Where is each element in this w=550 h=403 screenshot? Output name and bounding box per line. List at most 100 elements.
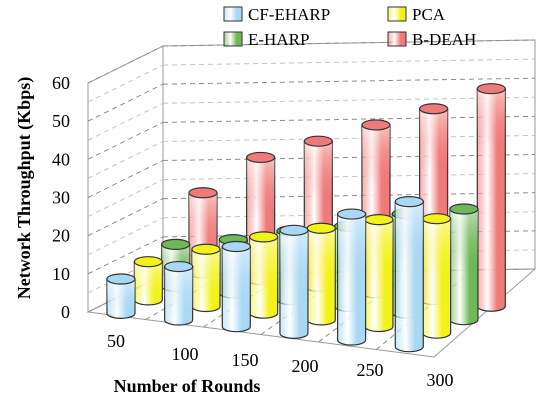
minor-gridline [87,179,164,218]
gridline [87,198,164,237]
gridline [87,45,164,84]
bar [191,243,221,313]
bar-cap [449,203,479,215]
bar-highlight [106,278,135,314]
minor-gridline [87,64,164,103]
bar-highlight [307,228,336,289]
gridline [87,236,164,275]
legend-item: CF-EHARP [223,5,330,24]
bar [279,224,309,339]
gridline [162,115,536,123]
bar-highlight [477,88,506,149]
bar [364,214,394,333]
legend-label: PCA [412,5,446,24]
bar-cap [249,231,279,243]
bar [476,83,506,312]
legend-item: PCA [387,5,446,24]
x-tick-labels: 50 100 150 200 250 300 [107,331,454,390]
minor-gridline [87,217,164,256]
bar-highlight [361,124,390,185]
bar-highlight [164,266,193,321]
y-tick-label: 50 [52,111,70,131]
gridline [162,77,536,85]
bar-cap [279,224,309,236]
bar-highlight [222,246,251,307]
bars [106,83,506,353]
gridline [162,154,536,161]
bar-cap [164,260,194,273]
bar-highlight [249,236,278,297]
bar-cap [133,256,163,268]
bar-cap [364,214,394,226]
gridline [162,39,536,47]
minor-gridline [87,102,164,141]
legend-label: E-HARP [248,30,309,49]
bar-highlight [191,249,220,307]
bar [422,213,452,339]
bar-cap [394,196,424,208]
y-tick-label: 60 [52,73,70,93]
x-tick-label: 250 [357,360,384,380]
bar [306,222,336,326]
bar-cap [306,222,336,234]
minor-gridline [162,96,536,104]
bar-highlight [449,209,478,270]
bar-highlight [337,214,366,275]
bar-cap [188,187,218,199]
bar-cap [476,83,506,95]
x-axis-title: Number of Rounds [114,376,261,396]
bar-cap [246,151,276,164]
bar-cap [337,208,367,220]
legend-swatch [387,6,407,22]
minor-gridline [162,58,536,66]
x-tick-label: 50 [107,331,125,351]
legend-swatch [387,31,407,47]
y-tick-label: 20 [52,226,70,246]
bar-highlight [364,219,393,280]
x-tick-label: 300 [427,370,454,390]
minor-gridline [162,134,536,142]
gridline [87,121,164,160]
minor-gridline [162,173,536,181]
minor-gridline [87,140,164,179]
bar-cap [361,119,391,131]
y-tick-label: 10 [52,264,70,284]
bar-highlight [246,157,275,218]
series-cf-eharp [106,196,424,353]
bar-highlight [279,230,308,291]
bar-highlight [422,218,451,279]
y-tick-labels: 0 10 20 30 40 50 60 [52,73,70,322]
bar [164,260,194,326]
gridline [87,83,164,122]
legend: CF-EHARP PCA E-HARP B-DEAH [223,5,476,49]
bar [106,273,136,319]
gridline [87,160,164,198]
legend-swatch [223,6,243,22]
series-pca [133,213,452,339]
legend-swatch [223,31,243,47]
x-tick-label: 200 [292,356,319,376]
x-tick-label: 150 [232,350,259,370]
bar [449,203,479,326]
bar-highlight [304,141,333,202]
legend-item: E-HARP [223,30,309,49]
bar-highlight [134,261,163,300]
legend-item: B-DEAH [387,30,476,49]
bar [249,231,279,319]
bar [337,208,367,346]
y-tick-label: 40 [52,149,70,169]
gridline [162,192,536,200]
x-tick-label: 100 [172,344,199,364]
y-tick-label: 30 [52,188,70,208]
y-axis-title: Network Throughput (Kbps) [14,77,35,299]
bar-cap [161,238,191,250]
bar-cap [106,273,136,285]
bar-cap [191,243,221,255]
bar-cap [419,103,449,115]
y-tick-label: 0 [61,302,70,322]
bar-highlight [419,108,448,169]
legend-label: CF-EHARP [248,5,330,24]
bar-cap [303,135,333,147]
